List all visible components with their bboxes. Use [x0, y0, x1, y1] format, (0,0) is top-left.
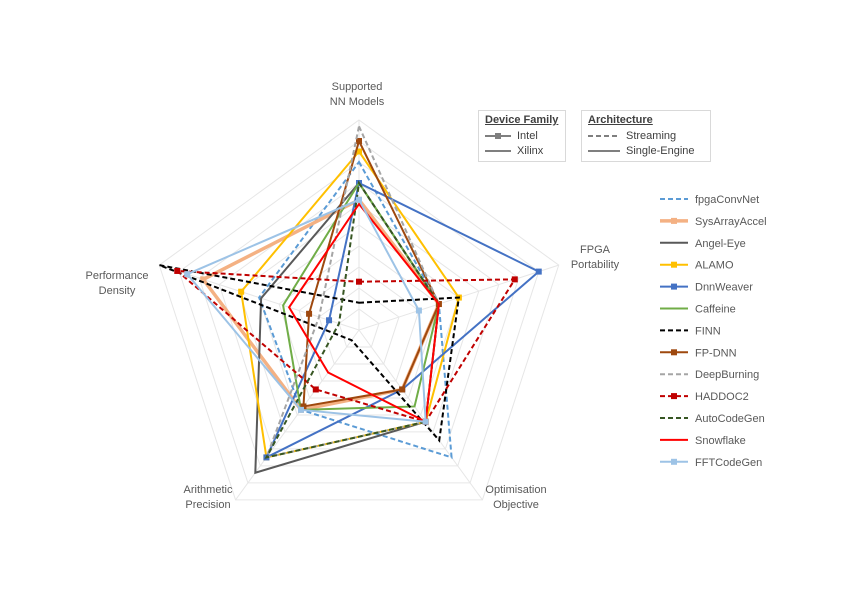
legend-marker [671, 349, 677, 356]
marker-fftcodegen [422, 418, 429, 425]
marker-dnnweaver [535, 268, 542, 275]
legend-label: FINN [695, 325, 721, 337]
marker-fftcodegen [297, 406, 304, 413]
marker-haddoc2 [312, 386, 319, 393]
legend-label: SysArrayAccel [695, 216, 767, 228]
marker-haddoc2 [174, 267, 181, 274]
grid-ring [218, 182, 500, 450]
marker-fftcodegen [184, 271, 191, 278]
marker-fftcodegen [415, 307, 422, 314]
series-finn [158, 264, 461, 443]
series-snowflake [287, 202, 440, 424]
legend-xilinx: Xilinx [485, 144, 544, 157]
grid-ring [298, 266, 420, 382]
legend-intel: Intel [485, 128, 559, 143]
series-autocodegen [264, 180, 440, 459]
device-family-legend: Device Family Intel Xilinx [478, 110, 566, 162]
legend-label: Caffeine [695, 304, 736, 316]
grid-ring [178, 140, 540, 484]
axis-line [358, 329, 483, 501]
legend-marker [671, 217, 677, 224]
legend-label: Angel-Eye [695, 238, 746, 250]
marker-fftcodegen [356, 196, 362, 203]
legend-marker [671, 261, 677, 268]
legend-label: fpgaConvNet [695, 194, 759, 206]
marker-fp-dnn [306, 310, 313, 317]
series-fftcodegen [185, 198, 427, 423]
axis-label: Optimisation Objective [485, 484, 546, 511]
marker-haddoc2 [356, 278, 362, 285]
grid-ring [158, 119, 560, 501]
marker-sysarrayaccel [200, 276, 207, 283]
series-haddoc2 [174, 269, 517, 423]
marker-alamo [238, 288, 245, 295]
axis-label: FPGA Portability [571, 244, 620, 271]
marker-fp-dnn [300, 403, 307, 410]
grid-ring [238, 203, 480, 433]
axis-label: Arithmetic Precision [184, 484, 233, 511]
marker-dnnweaver [326, 317, 333, 324]
legend-label: AutoCodeGen [695, 413, 765, 425]
legend-label: ALAMO [695, 260, 734, 272]
series-fp-dnn [302, 138, 440, 408]
architecture-legend: Architecture Streaming Single-Engine [581, 110, 711, 162]
device-legend-title: Device Family [485, 114, 559, 126]
arch-legend-title: Architecture [588, 114, 653, 126]
legend-label: HADDOC2 [695, 391, 749, 403]
legend-label: Snowflake [695, 435, 746, 447]
grid-ring [318, 287, 400, 365]
legend-label: DeepBurning [695, 369, 759, 381]
legend-marker [671, 393, 677, 400]
axis-label: Performance Density [86, 270, 149, 297]
legend-streaming: Streaming [588, 129, 677, 142]
grid-ring [198, 161, 520, 467]
legend-marker [671, 458, 677, 465]
grid-ring [338, 308, 380, 348]
legend-single-engine: Single-Engine [588, 144, 695, 157]
marker-fp-dnn [356, 138, 362, 144]
marker-alamo [356, 148, 362, 155]
legend-marker [671, 283, 677, 290]
axis-label: Supported NN Models [330, 81, 385, 108]
marker-haddoc2 [511, 276, 518, 283]
legend-label: FP-DNN [695, 347, 737, 359]
marker-fp-dnn [399, 386, 406, 393]
legend-label: FFTCodeGen [695, 457, 762, 469]
legend-label: DnnWeaver [695, 282, 753, 294]
